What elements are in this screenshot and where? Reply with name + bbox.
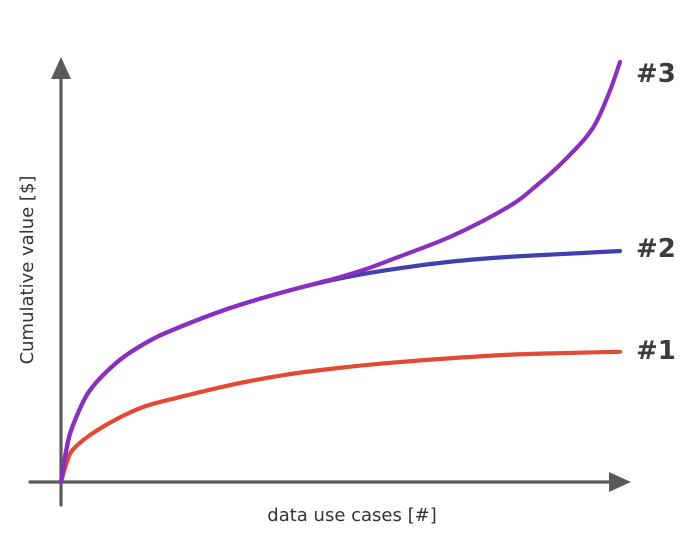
series-labels: #3 #2 #1 <box>636 59 676 366</box>
series-line-1 <box>58 349 623 485</box>
x-axis-title: data use cases [#] <box>267 505 436 526</box>
series-label-1: #1 <box>636 336 676 366</box>
y-axis-arrow-icon <box>51 57 71 79</box>
series-label-2: #2 <box>636 234 676 264</box>
series-label-3: #3 <box>636 59 676 89</box>
y-axis-title: Cumulative value [$] <box>17 176 38 365</box>
series-line-3 <box>58 59 623 485</box>
series-layer <box>58 59 623 485</box>
axes <box>28 57 631 507</box>
x-axis-arrow-icon <box>609 472 631 492</box>
